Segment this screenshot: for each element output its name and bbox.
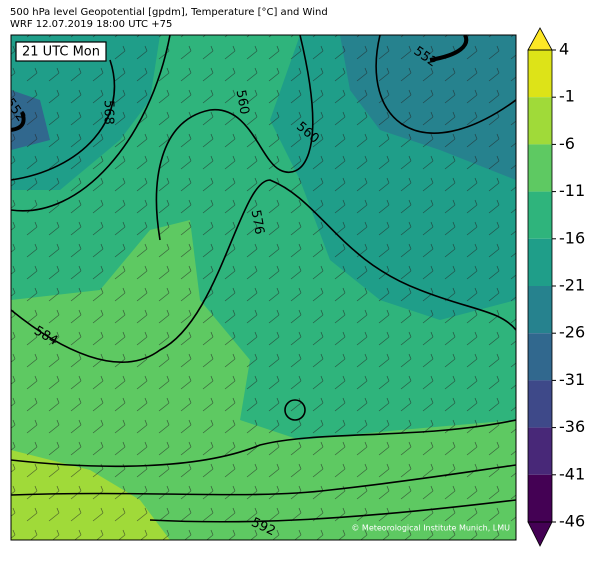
- colorbar-tick-label: -41: [559, 464, 585, 483]
- colorbar-tick-label: 4: [559, 40, 569, 59]
- colorbar-tick-label: -1: [559, 87, 575, 106]
- colorbar-tick-label: -16: [559, 228, 585, 247]
- colorbar-under: [527, 521, 553, 547]
- colorbar-band: [528, 427, 552, 475]
- colorbar-tick-label: -21: [559, 276, 585, 295]
- colorbar-tick-label: -6: [559, 134, 575, 153]
- credit: © Meteorological Institute Munich, LMU: [351, 524, 510, 533]
- colorbar-tick-label: -46: [559, 512, 585, 531]
- colorbar-band: [528, 474, 552, 522]
- colorbar-band: [528, 286, 552, 334]
- colorbar-tick-label: -26: [559, 323, 585, 342]
- contour-label: 560: [233, 89, 252, 116]
- colorbar-band: [528, 191, 552, 239]
- colorbar-band: [528, 97, 552, 145]
- map: 552 560 568 576 584 592 552 560 © Meteor…: [11, 35, 516, 540]
- colorbar-band: [528, 380, 552, 428]
- colorbar-over: [527, 27, 553, 51]
- contour-label: 568: [101, 100, 116, 125]
- colorbar-band: [528, 144, 552, 192]
- wind-barbs: [11, 35, 516, 540]
- contour: [11, 111, 26, 132]
- contour: [429, 35, 469, 62]
- colorbar-band: [528, 238, 552, 286]
- colorbar-tick-label: -36: [559, 417, 585, 436]
- title: 500 hPa level Geopotential [gpdm], Tempe…: [10, 7, 328, 18]
- colorbar-band: [528, 50, 552, 98]
- contour-label: 576: [248, 209, 267, 236]
- contours: [11, 35, 516, 523]
- time-label: 21 UTC Mon: [22, 45, 100, 60]
- colorbar-tick-label: -11: [559, 181, 585, 200]
- time-box: [15, 41, 107, 62]
- colorbar-tick-label: -31: [559, 370, 585, 389]
- colorbar-band: [528, 333, 552, 381]
- map-frame: [10, 34, 517, 541]
- subtitle: WRF 12.07.2019 18:00 UTC +75: [10, 19, 172, 30]
- colorbar: 4 -1 -6 -11 -16 -21 -26 -31 -36 -41 -46: [527, 27, 585, 547]
